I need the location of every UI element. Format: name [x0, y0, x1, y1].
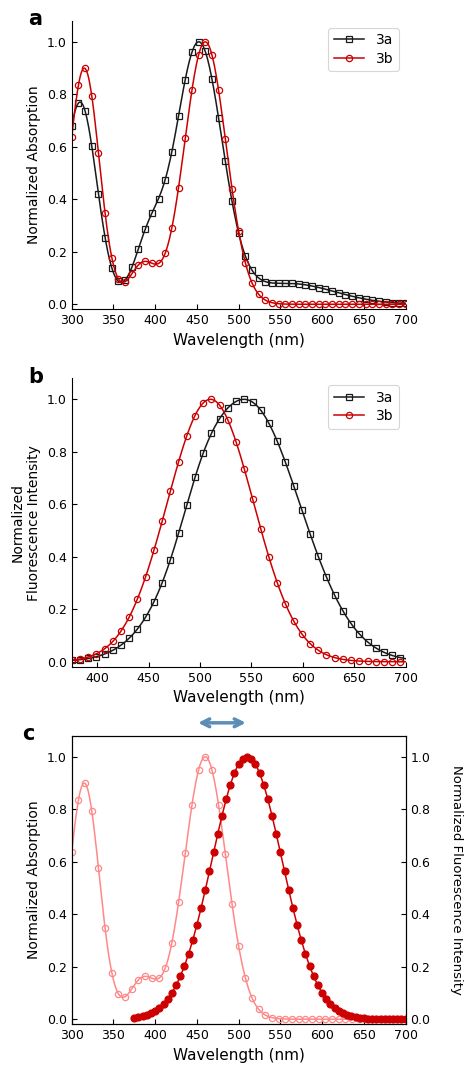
Line: 3b: 3b [69, 396, 409, 665]
3b [233, 435, 239, 448]
3a [232, 395, 238, 408]
3a [283, 277, 288, 290]
3a [91, 651, 97, 664]
3a [196, 35, 201, 48]
3b [253, 284, 258, 296]
Y-axis label: Normalized
Fluorescence Intensity: Normalized Fluorescence Intensity [11, 445, 41, 600]
Text: c: c [22, 724, 34, 744]
3a [403, 297, 409, 310]
X-axis label: Wavelength (nm): Wavelength (nm) [173, 1048, 305, 1063]
Legend: 3a, 3b: 3a, 3b [328, 386, 399, 429]
3a [403, 652, 409, 665]
3b [189, 84, 195, 97]
3a [237, 233, 243, 246]
3a [253, 268, 258, 281]
3a [124, 634, 130, 647]
Line: 3b: 3b [69, 39, 409, 307]
3b [112, 264, 118, 277]
Legend: 3a, 3b: 3a, 3b [328, 28, 399, 71]
3b [124, 614, 130, 627]
3b [283, 599, 289, 612]
X-axis label: Wavelength (nm): Wavelength (nm) [173, 333, 305, 348]
Y-axis label: Normalized Absorption: Normalized Absorption [27, 86, 41, 245]
3b [69, 654, 74, 667]
Y-axis label: Normalized Fluorescence Intensity: Normalized Fluorescence Intensity [450, 765, 463, 996]
X-axis label: Wavelength (nm): Wavelength (nm) [173, 691, 305, 706]
3a [241, 393, 247, 406]
Y-axis label: Normalized Absorption: Normalized Absorption [27, 801, 41, 959]
3a [319, 561, 325, 574]
3b [314, 297, 320, 310]
Text: a: a [28, 10, 42, 29]
3a [112, 271, 118, 284]
3b [283, 297, 288, 310]
3b [403, 655, 409, 668]
3b [237, 234, 243, 247]
3b [319, 647, 325, 659]
3a [189, 46, 195, 59]
3b [202, 35, 208, 48]
3b [315, 643, 321, 656]
3b [91, 649, 97, 662]
Text: b: b [28, 367, 43, 387]
Line: 3a: 3a [69, 39, 409, 306]
3a [69, 119, 74, 132]
3a [69, 654, 74, 667]
3b [69, 131, 74, 144]
3a [315, 550, 321, 563]
3b [403, 297, 409, 310]
Line: 3a: 3a [69, 396, 409, 664]
3b [208, 393, 213, 406]
3a [314, 280, 320, 293]
3a [283, 459, 289, 471]
